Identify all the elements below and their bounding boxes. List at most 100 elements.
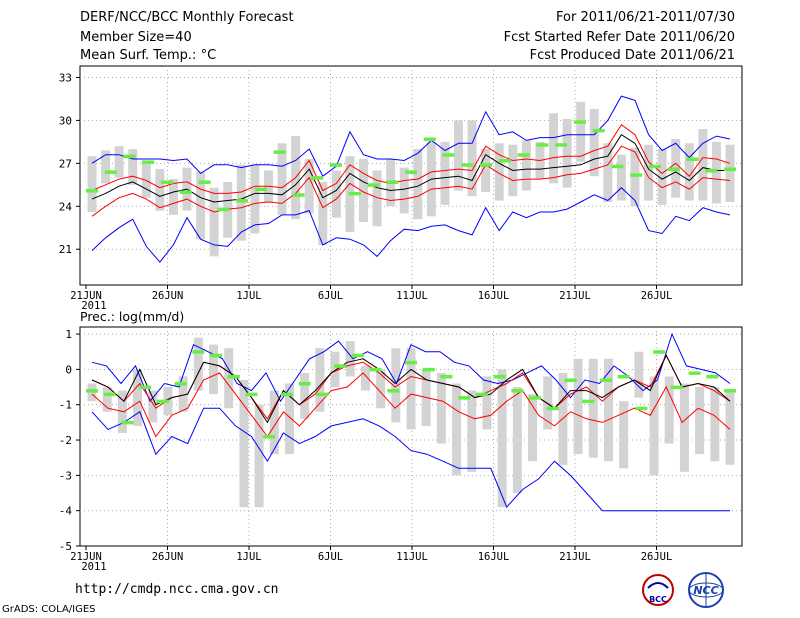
temp-obs-marker [405, 170, 417, 174]
prec-spread-bar [710, 387, 720, 462]
prec-spread-bar [102, 387, 112, 412]
prec-spread-bar [588, 358, 598, 458]
prec-spread-bar [376, 369, 386, 409]
prec-spread-bar [148, 390, 158, 423]
prec-series-lower [91, 372, 731, 438]
prec-xtick-label: 26JUN [152, 551, 184, 563]
prec-obs-marker [475, 392, 488, 397]
prec-obs-marker [635, 406, 648, 411]
temp-spread-bar [141, 160, 151, 198]
temp-spread-bar [250, 164, 260, 234]
temp-spread-bar [562, 118, 572, 188]
prec-spread-bar [543, 376, 553, 430]
temp-obs-marker [592, 128, 605, 133]
bcc-ncc-logos: BCC NCC [642, 572, 724, 608]
prec-spread-bar [512, 387, 522, 494]
prec-ytick-label: 1 [65, 328, 72, 341]
prec-spread-bar [284, 383, 294, 455]
prec-spread-bar [649, 376, 659, 476]
prec-obs-marker [493, 374, 506, 379]
temp-obs-marker [236, 199, 249, 203]
prec-spread-bar [300, 372, 310, 419]
temp-series-min [91, 187, 731, 263]
prec-xtick-label: 11JUL [396, 551, 428, 563]
prec-spread-bar [315, 348, 325, 412]
prec-series-max [91, 332, 731, 403]
temp-spread-bar [209, 187, 219, 257]
prec-obs-marker [422, 367, 435, 372]
temp-obs-marker [686, 157, 699, 162]
grads-credit: GrADS: COLA/IGES [2, 604, 96, 615]
prec-obs-marker [529, 396, 542, 400]
temp-xtick-label: 11JUL [396, 290, 428, 302]
prec-spread-bar [133, 369, 143, 426]
temp-spread-bar [318, 181, 328, 245]
temp-spread-bar [711, 141, 721, 204]
temp-spread-bar [725, 144, 735, 202]
temp-series-mean [91, 134, 730, 203]
chart-title: DERF/NCC/BCC Monthly Forecast [80, 10, 294, 25]
temp-obs-marker [611, 164, 624, 169]
temp-spread-bar [87, 156, 97, 212]
prec-spread-bar [664, 376, 674, 444]
source-url[interactable]: http://cmdp.ncc.cma.gov.cn [75, 582, 279, 597]
prec-xtick-label: 26JUL [641, 551, 673, 563]
temp-spread-bar [155, 169, 165, 211]
temp-spread-bar [114, 146, 124, 178]
prec-obs-marker [121, 420, 134, 425]
prec-spread-bar [573, 358, 583, 455]
temp-obs-marker [630, 173, 643, 177]
prec-spread-bar [406, 348, 416, 430]
temp-ytick-label: 21 [59, 243, 72, 256]
temp-spread-bar [454, 120, 463, 191]
temp-spread-bar [467, 120, 477, 197]
temp-obs-marker [442, 153, 455, 157]
temp-obs-marker [254, 187, 267, 192]
prec-spread-bar [528, 394, 538, 462]
temp-ytick-label: 27 [59, 157, 72, 170]
temp-spread-bar [196, 171, 206, 240]
prec-obs-marker [405, 360, 417, 365]
prec-spread-bar [193, 337, 203, 391]
temp-spread-bar [236, 164, 246, 241]
temp-xtick-label: 21JUN [70, 290, 102, 302]
prec-xtick-label: 6JUL [318, 551, 343, 563]
prec-ytick-label: -5 [59, 540, 72, 553]
temp-obs-marker [517, 153, 530, 157]
temp-obs-marker [573, 120, 586, 124]
temp-obs-marker [161, 180, 174, 184]
prec-panel-title: Prec.: log(mm/d) [80, 309, 184, 324]
temp-obs-marker [123, 154, 136, 159]
prec-spread-bar [330, 351, 340, 388]
temp-obs-marker [367, 183, 380, 187]
temp-spread-bar [521, 140, 531, 191]
temp-spread-bar [440, 141, 450, 205]
temp-spread-bar [277, 143, 287, 215]
start-date: Fcst Started Refer Date 2011/06/20 [503, 30, 735, 45]
prec-series-min [91, 407, 730, 512]
prec-spread-bar [209, 344, 219, 395]
temp-obs-marker [536, 143, 549, 147]
bcc-logo-text: BCC [649, 595, 667, 604]
prec-ytick-label: -4 [59, 505, 73, 518]
prec-spread-bar [345, 341, 355, 377]
temp-obs-marker [292, 193, 305, 197]
temp-spread-bar [128, 149, 138, 185]
prec-obs-marker [86, 389, 98, 393]
prec-obs-marker [653, 350, 666, 354]
temp-spread-bar [413, 149, 423, 220]
temp-obs-marker [498, 158, 511, 163]
prec-plot-frame [79, 326, 743, 547]
prec-obs-marker [351, 353, 364, 358]
prec-spread-bar [436, 372, 446, 444]
prec-obs-marker [582, 399, 595, 404]
temp-spread-bar [603, 143, 613, 202]
temp-spread-bar [684, 143, 694, 201]
prec-spread-bar [603, 358, 613, 462]
prec-obs-marker [369, 367, 382, 372]
prec-obs-marker [670, 385, 683, 390]
prec-spread-bar [679, 383, 689, 472]
temp-obs-marker [86, 189, 98, 193]
prec-obs-marker [192, 350, 205, 354]
